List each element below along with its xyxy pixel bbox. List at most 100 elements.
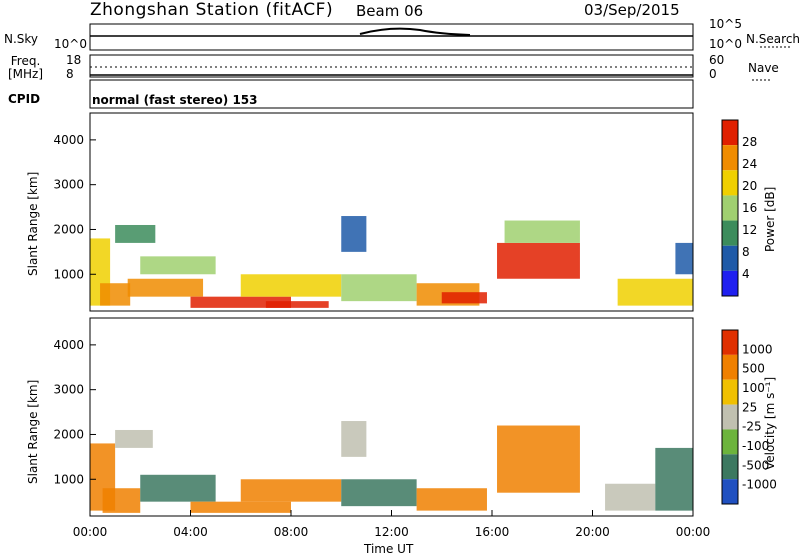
freq-left-tick-top: 18 [66, 53, 81, 67]
power-region-2 [115, 224, 156, 243]
power-region-15 [675, 242, 693, 275]
power-region-7 [265, 301, 329, 308]
freq-right-tick-bottom: 0 [709, 67, 717, 81]
vel-ytick-label-3: 4000 [53, 338, 84, 352]
vel-region-10 [605, 483, 656, 511]
xtick-label-3: 12:00 [374, 525, 409, 539]
vel-ytick-label-2: 3000 [53, 383, 84, 397]
vel-region-8 [416, 488, 487, 511]
cpid-label: CPID [8, 92, 41, 106]
power-panel-frame [89, 112, 694, 312]
cb-vel-swatch-5 [722, 454, 738, 480]
vel-region-5 [240, 479, 342, 502]
vel-region-11 [655, 447, 693, 511]
cb-power-swatch-6 [722, 270, 738, 296]
vel-region-9 [497, 425, 580, 493]
cb-power-swatch-1 [722, 145, 738, 171]
xtick-label-4: 16:00 [475, 525, 510, 539]
power-region-14 [617, 278, 693, 306]
cb-vel-tick-6: -500 [742, 458, 769, 472]
cb-vel-tick-2: 100 [742, 381, 765, 395]
power-region-9 [341, 274, 417, 302]
vel-region-6 [341, 421, 367, 457]
power-ytick-label-3: 4000 [53, 133, 84, 147]
vel-region-2 [115, 429, 153, 448]
power-ytick-label-2: 3000 [53, 178, 84, 192]
cb-vel-tick-7: -1000 [742, 478, 777, 492]
xtick-label-6: 00:00 [676, 525, 711, 539]
beam-label: Beam 06 [356, 2, 424, 20]
nsearch-label: N.Search [746, 32, 800, 46]
cb-vel-tick-1: 500 [742, 362, 765, 376]
vel-region-3 [140, 474, 216, 502]
power-region-13 [504, 220, 580, 243]
x-axis-label: Time UT [364, 542, 414, 556]
cb-power-tick-2: 20 [742, 179, 757, 193]
cb-power-tick-3: 16 [742, 201, 757, 215]
nsky-right-tick-top: 10^5 [709, 17, 742, 31]
xtick-label-0: 00:00 [73, 525, 108, 539]
power-region-4 [140, 256, 216, 275]
cb-power-tick-5: 8 [742, 245, 750, 259]
mode-text: normal (fast stereo) 153 [92, 93, 258, 107]
power-y-ticks: 1000 2000 3000 4000 [53, 133, 96, 281]
cb-vel-swatch-3 [722, 404, 738, 430]
cb-power-tick-1: 24 [742, 157, 757, 171]
station-title: Zhongshan Station (fitACF) [90, 0, 334, 20]
cb-vel-swatch-2 [722, 379, 738, 405]
cb-power-swatch-4 [722, 220, 738, 246]
cb-power-swatch-2 [722, 170, 738, 196]
x-ticks: 00:00 04:00 08:00 12:00 16:00 20:00 00:00 [73, 510, 711, 539]
freq-left-tick-bottom: 8 [66, 67, 74, 81]
cb-power-tick-0: 28 [742, 135, 757, 149]
power-panel [90, 216, 693, 308]
power-ytick-label-0: 1000 [53, 267, 84, 281]
power-region-3 [127, 278, 204, 297]
cpid-panel-frame [89, 79, 694, 109]
power-region-1 [100, 283, 131, 306]
xtick-label-1: 04:00 [173, 525, 208, 539]
power-region-8 [341, 216, 367, 252]
nsky-label: N.Sky [4, 32, 39, 46]
power-region-12 [497, 242, 580, 279]
cb-power-swatch-5 [722, 245, 738, 271]
power-ytick-label-1: 2000 [53, 222, 84, 236]
velocity-y-ticks: 1000 2000 3000 4000 [53, 338, 96, 486]
cb-power-swatch-0 [722, 120, 738, 146]
cb-vel-frame [721, 329, 739, 505]
vel-ytick-label-1: 2000 [53, 427, 84, 441]
freq-right-tick-top: 60 [709, 53, 724, 67]
nave-label: Nave [748, 61, 779, 75]
vel-ytick-label-0: 1000 [53, 472, 84, 486]
cb-vel-tick-0: 1000 [742, 342, 773, 356]
power-colorbar: 28 24 20 16 12 8 4 [721, 119, 757, 297]
freq-label: Freq. [MHz] [8, 55, 43, 80]
velocity-colorbar: 1000 500 100 25 -25 -100 -500 -1000 [721, 329, 777, 505]
velocity-panel [90, 421, 693, 513]
cb-power-swatch-3 [722, 195, 738, 221]
vel-region-1 [102, 488, 141, 513]
cb-vel-swatch-6 [722, 479, 738, 504]
cb-vel-swatch-1 [722, 354, 738, 380]
vel-region-4 [190, 501, 291, 513]
date-label: 03/Sep/2015 [584, 1, 680, 19]
cb-vel-swatch-4 [722, 429, 738, 455]
vel-region-7 [341, 479, 417, 507]
nsky-left-tick-bottom: 10^0 [54, 37, 87, 51]
freq-panel-frame [89, 54, 694, 78]
xtick-label-2: 08:00 [274, 525, 309, 539]
cb-vel-swatch-0 [722, 330, 738, 355]
power-region-11 [441, 292, 487, 304]
cb-power-tick-4: 12 [742, 223, 757, 237]
freq-label-line2: [MHz] [8, 66, 44, 81]
nsearch-series [359, 27, 471, 36]
cb-vel-tick-5: -100 [742, 439, 769, 453]
cb-power-frame [721, 119, 739, 297]
nsky-right-tick-bottom: 10^0 [709, 37, 742, 51]
cb-power-tick-6: 4 [742, 267, 750, 281]
xtick-label-5: 20:00 [575, 525, 610, 539]
nsky-panel-frame [89, 23, 694, 51]
cb-vel-tick-3: 25 [742, 400, 757, 414]
freq-label-line1: Freq. [10, 54, 41, 68]
